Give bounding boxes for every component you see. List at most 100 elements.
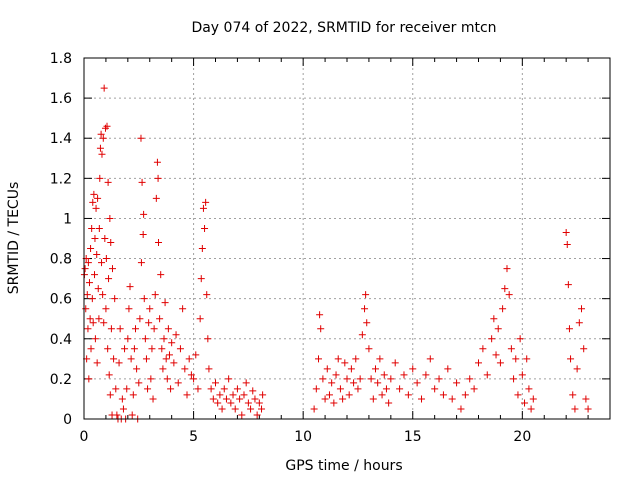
data-point: [371, 365, 379, 373]
data-point: [312, 385, 320, 393]
data-point: [162, 355, 170, 363]
data-point: [249, 387, 257, 395]
data-point: [135, 379, 143, 387]
data-point: [91, 235, 99, 242]
data-point: [133, 365, 141, 373]
data-point: [192, 351, 200, 359]
data-point: [88, 224, 96, 232]
data-point: [151, 291, 159, 299]
data-point: [101, 235, 109, 242]
data-point: [242, 379, 250, 387]
data-point: [96, 174, 104, 182]
data-point: [316, 311, 324, 319]
data-point: [106, 214, 114, 222]
data-point: [439, 391, 447, 399]
data-point: [105, 275, 113, 283]
data-point: [516, 335, 524, 343]
data-point: [155, 239, 163, 247]
data-point: [363, 319, 371, 327]
data-point: [136, 315, 144, 323]
data-point: [571, 405, 579, 413]
data-point: [317, 325, 325, 333]
data-point: [118, 395, 126, 403]
data-point: [209, 395, 217, 403]
data-point: [107, 239, 115, 247]
data-point: [334, 355, 342, 363]
y-tick-label: 1.2: [50, 171, 72, 187]
data-point: [253, 411, 261, 419]
data-point: [435, 375, 443, 383]
data-point: [112, 385, 120, 393]
grid: [84, 58, 610, 419]
data-point: [466, 375, 474, 383]
data-point: [88, 295, 96, 303]
y-tick-label: 1.6: [50, 91, 72, 107]
data-point: [149, 395, 157, 403]
data-point: [233, 385, 241, 393]
data-point: [105, 371, 113, 379]
data-point: [374, 379, 382, 387]
data-point: [153, 158, 161, 166]
data-point: [444, 365, 452, 373]
x-tick-label: 5: [189, 429, 198, 445]
plot-frame: [83, 57, 611, 420]
y-tick-label: 0.6: [50, 292, 72, 308]
data-point: [475, 359, 482, 367]
data-point: [310, 405, 318, 413]
data-point: [227, 399, 235, 407]
data-point: [422, 371, 430, 379]
y-tick-label: 0.2: [50, 372, 72, 388]
data-point: [339, 395, 347, 403]
data-point: [501, 285, 509, 293]
data-point: [94, 285, 102, 293]
data-point: [176, 345, 184, 353]
data-point: [93, 251, 101, 259]
data-point: [99, 291, 107, 299]
data-point: [259, 391, 267, 399]
data-point: [225, 375, 233, 383]
y-tick-label: 0.8: [50, 252, 72, 268]
y-tick-label: 1.4: [50, 131, 72, 147]
data-point: [100, 84, 108, 92]
data-point: [332, 371, 340, 379]
data-point: [216, 391, 224, 399]
data-point: [87, 345, 95, 353]
y-tick-label: 1: [63, 211, 72, 227]
data-point: [400, 371, 408, 379]
data-point: [89, 198, 97, 206]
data-point: [336, 385, 344, 393]
data-point: [89, 319, 97, 327]
data-point: [518, 371, 526, 379]
data-point: [174, 379, 182, 387]
data-point: [127, 355, 135, 363]
data-point: [142, 355, 150, 363]
data-point: [102, 255, 110, 263]
data-point: [150, 325, 158, 333]
data-point: [525, 385, 533, 393]
data-point: [323, 365, 331, 373]
data-point: [128, 411, 136, 419]
data-point: [521, 399, 529, 407]
data-point: [157, 271, 165, 279]
data-point: [201, 224, 209, 232]
data-point: [387, 375, 395, 383]
data-point: [457, 405, 465, 413]
data-point: [99, 134, 107, 142]
data-point: [319, 375, 327, 383]
data-point: [87, 245, 95, 253]
y-tick-label: 1.8: [50, 51, 72, 67]
data-point: [203, 291, 211, 299]
data-point: [163, 375, 171, 383]
data-point: [156, 315, 164, 323]
data-point: [129, 391, 137, 399]
x-tick-label: 0: [80, 429, 89, 445]
data-point: [130, 345, 138, 353]
data-points: [80, 84, 592, 423]
data-point: [367, 375, 375, 383]
data-point: [146, 305, 154, 313]
data-point: [159, 365, 167, 373]
data-point: [202, 198, 210, 206]
data-point: [426, 355, 434, 363]
data-point: [354, 385, 362, 393]
